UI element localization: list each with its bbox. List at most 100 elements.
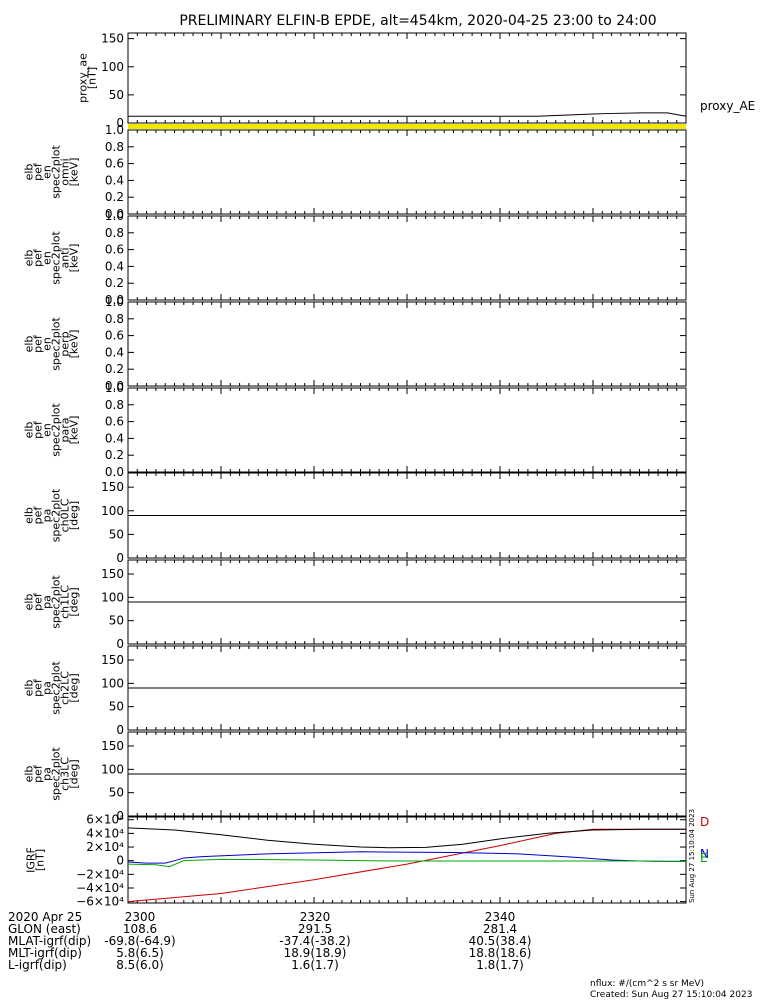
proxy-ae-series-line — [128, 112, 687, 117]
igrf-series-D — [127, 828, 686, 903]
perp-y-tick-label: 1.0 — [105, 295, 124, 309]
igrf-y-tick-label: −6×10⁴ — [76, 895, 124, 909]
ch1LC-ylabel-line: ch1LC — [59, 585, 72, 619]
proxy-ae-legend: proxy_AE — [700, 99, 755, 113]
anti-y-tick-label: 0.0 — [105, 293, 124, 307]
perp-y-tick-label: 0.4 — [105, 345, 124, 359]
proxy-ae-ylabel-line: [nT] — [86, 67, 99, 89]
igrf-ylabel: IGRF[nT] — [25, 847, 47, 873]
anti-ylabel-line: pef — [32, 248, 45, 267]
perp-ylabel-line: en — [41, 337, 54, 351]
omni-ylabel-line: pef — [32, 162, 45, 181]
footer-row-value: 18.8(18.6) — [469, 946, 532, 960]
igrf-ylabel-line: [nT] — [34, 849, 47, 871]
ch3LC-ylabel-line: elb — [23, 766, 36, 783]
footer-row-value: 8.5(6.0) — [116, 958, 164, 972]
ch3LC-y-tick-label: 150 — [101, 739, 124, 753]
anti-y-tick-label: 0.4 — [105, 259, 124, 273]
units-note: nflux: #/(cm^2 s sr MeV) — [590, 979, 704, 989]
igrf-legend-E: E — [700, 851, 708, 865]
ch0LC-ylabel-line: ch0LC — [59, 498, 72, 532]
anti-panel-frame — [127, 215, 687, 301]
igrf-y-tick-label: 6×10⁴ — [86, 813, 124, 827]
ch1LC-y-tick-label: 50 — [109, 614, 124, 628]
ch2LC-ylabel-line: ch2LC — [59, 671, 72, 705]
omni-y-tick-label: 0.8 — [105, 140, 124, 154]
footer-row-value: 281.4 — [483, 922, 517, 936]
perp-ylabel-line: perp — [59, 331, 72, 356]
footer-row-value: 2300 — [125, 910, 156, 924]
ch1LC-ylabel-line: elb — [23, 594, 36, 611]
ch1LC-y-tick-label: 100 — [101, 590, 124, 604]
para-panel-frame — [127, 387, 687, 473]
ch1LC-ylabel-line: pef — [32, 592, 45, 611]
ch0LC-y-tick-label: 100 — [101, 504, 124, 518]
omni-y-tick-label: 1.0 — [105, 123, 124, 137]
anti-ylabel-line: [keV] — [68, 244, 81, 273]
para-y-tick-label: 0.8 — [105, 398, 124, 412]
igrf-ylabel-line: IGRF — [25, 847, 38, 873]
ch2LC-y-tick-label: 0 — [116, 723, 124, 737]
omni-ylabel-line: omni — [59, 158, 72, 185]
footer-row-value: -69.8(-64.9) — [104, 934, 175, 948]
created-note: Created: Sun Aug 27 15:10:04 2023 — [590, 990, 752, 1000]
anti-ylabel-line: en — [41, 251, 54, 265]
omni-ylabel-line: spec2plot — [50, 145, 63, 199]
ch3LC-y-tick-label: 50 — [109, 786, 124, 800]
igrf-y-tick-label: −4×10⁴ — [76, 881, 124, 895]
timestamp-stamp-text: Sun Aug 27 15:10:04 2023 — [688, 809, 696, 903]
ch0LC-y-tick-label: 0 — [116, 551, 124, 565]
footer-row-value: 1.6(1.7) — [291, 958, 339, 972]
footer-row-value: 40.5(38.4) — [469, 934, 532, 948]
igrf-legend-N: N — [700, 847, 709, 861]
ch2LC-ylabel-line: elb — [23, 680, 36, 697]
ch3LC-y-tick-label: 0 — [116, 809, 124, 823]
ch2LC-ylabel-line: pa — [41, 681, 54, 695]
ch0LC-ylabel-line: pef — [32, 506, 45, 525]
proxy-ae-ylabel-line: proxy_ae — [77, 53, 90, 103]
anti-ylabel-line: elb — [23, 250, 36, 267]
ch0LC-ylabel-line: pa — [41, 509, 54, 523]
ch2LC-y-tick-label: 100 — [101, 676, 124, 690]
ch1LC-ylabel-line: pa — [41, 595, 54, 609]
omni-y-tick-label: 0.6 — [105, 157, 124, 171]
omni-ylabel-line: [keV] — [68, 158, 81, 187]
proxy-ae-y-tick-label: 150 — [101, 32, 124, 46]
perp-ylabel-line: [keV] — [68, 330, 81, 359]
footer-row-value: 5.8(6.5) — [116, 946, 164, 960]
igrf-series-E — [127, 858, 687, 867]
para-ylabel-line: pef — [32, 420, 45, 439]
igrf-y-tick-label: 4×10⁴ — [86, 826, 124, 840]
para-ylabel-line: spec2plot — [50, 403, 63, 457]
footer-row-value: 1.8(1.7) — [476, 958, 524, 972]
ch2LC-y-tick-label: 50 — [109, 700, 124, 714]
footer-row-label: GLON (east) — [8, 922, 81, 936]
ch0LC-ylabel-line: [deg] — [68, 501, 81, 530]
footer-row-label: 2020 Apr 25 — [8, 910, 82, 924]
para-ylabel-line: elb — [23, 422, 36, 439]
ch2LC-y-tick-label: 150 — [101, 653, 124, 667]
yellow-status-bar — [128, 124, 686, 129]
perp-panel-frame — [127, 301, 687, 387]
perp-ylabel-line: pef — [32, 334, 45, 353]
ch0LC-ylabel-line: elb — [23, 507, 36, 524]
ch0LC-y-tick-label: 150 — [101, 480, 124, 494]
proxy-ae-y-tick-label: 50 — [109, 88, 124, 102]
perp-y-tick-label: 0.0 — [105, 379, 124, 393]
plot-title: PRELIMINARY ELFIN-B EPDE, alt=454km, 202… — [179, 13, 656, 29]
omni-panel-frame — [127, 129, 687, 215]
igrf-legend-D: D — [700, 815, 709, 829]
igrf-y-tick-label: 2×10⁴ — [86, 840, 124, 854]
timestamp-stamp: Sun Aug 27 15:10:04 2023 — [688, 809, 696, 903]
ch2LC-ylabel-line: pef — [32, 678, 45, 697]
omni-y-tick-label: 0.4 — [105, 173, 124, 187]
ch1LC-ylabel-line: [deg] — [68, 587, 81, 616]
footer-row-label: MLT-igrf(dip) — [8, 946, 82, 960]
igrf-y-tick-label: −2×10⁴ — [76, 867, 124, 881]
ch3LC-ylabel-line: ch3LC — [59, 757, 72, 791]
igrf-y-tick-label: 0 — [116, 854, 124, 868]
